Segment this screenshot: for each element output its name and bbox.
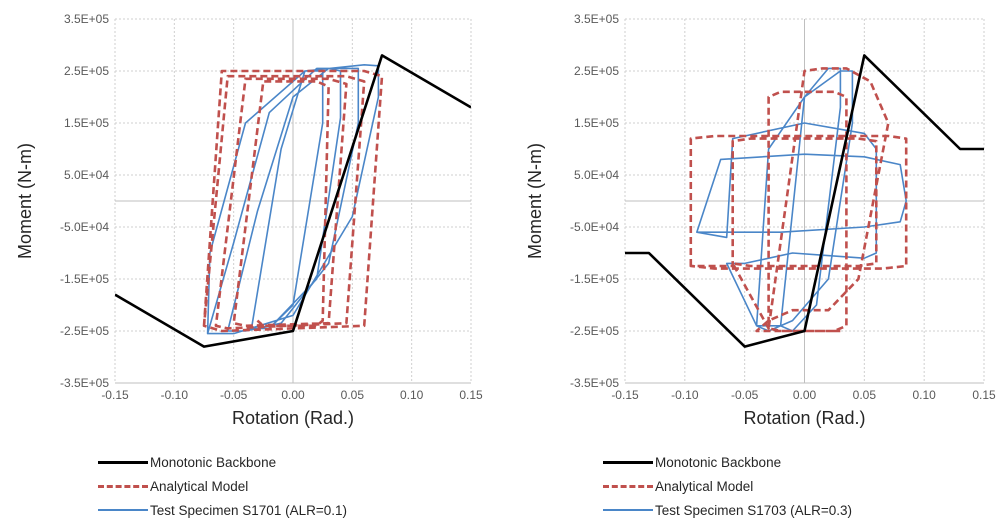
y-tick-label: -5.0E+04 xyxy=(60,220,109,234)
y-tick-label: 3.5E+05 xyxy=(64,12,109,26)
x-axis-title: Rotation (Rad.) xyxy=(743,408,865,428)
legend-swatch-dashed xyxy=(603,484,653,488)
series-monotonic-backbone xyxy=(625,54,984,348)
x-tick-label: -0.05 xyxy=(731,388,759,402)
y-tick-label: 1.5E+05 xyxy=(64,116,109,130)
y-tick-label: 5.0E+04 xyxy=(64,168,109,182)
y-tick-label: 2.5E+05 xyxy=(64,64,109,78)
y-tick-label: 5.0E+04 xyxy=(574,168,619,182)
x-tick-label: 0.05 xyxy=(341,388,365,402)
legend-item-monotonic-backbone: Monotonic Backbone xyxy=(98,450,347,474)
x-tick-label: 0.15 xyxy=(459,388,483,402)
legend-swatch-solid xyxy=(98,460,148,464)
series-monotonic-backbone xyxy=(115,54,471,348)
x-tick-label: 0.10 xyxy=(912,388,936,402)
legend-swatch-solid xyxy=(603,509,653,511)
y-tick-label: -3.5E+05 xyxy=(60,376,109,390)
legend-item-monotonic-backbone: Monotonic Backbone xyxy=(603,450,852,474)
legend-item-analytical-model: Analytical Model xyxy=(603,474,852,498)
x-tick-label: 0.10 xyxy=(400,388,424,402)
legend-item-analytical-model: Analytical Model xyxy=(98,474,347,498)
legend-label: Test Specimen S1703 (ALR=0.3) xyxy=(655,502,852,518)
y-tick-label: -2.5E+05 xyxy=(570,324,619,338)
legend-label: Monotonic Backbone xyxy=(150,454,277,470)
x-axis-title: Rotation (Rad.) xyxy=(232,408,354,428)
legend-swatch-solid xyxy=(98,509,148,511)
legend-label: Test Specimen S1701 (ALR=0.1) xyxy=(150,502,347,518)
legend-label: Monotonic Backbone xyxy=(655,454,782,470)
y-tick-label: -3.5E+05 xyxy=(570,376,619,390)
y-tick-label: -1.5E+05 xyxy=(60,272,109,286)
x-tick-label: -0.10 xyxy=(161,388,189,402)
series-test-specimen xyxy=(695,67,908,332)
x-tick-label: 0.05 xyxy=(853,388,877,402)
y-axis-title: Moment (N-m) xyxy=(15,143,35,259)
legend-left: Monotonic Backbone Analytical Model Test… xyxy=(98,450,347,522)
legend-right: Monotonic Backbone Analytical Model Test… xyxy=(603,450,852,522)
y-axis-title: Moment (N-m) xyxy=(525,143,545,259)
x-tick-label: -0.10 xyxy=(671,388,699,402)
series-analytical-model xyxy=(689,67,908,333)
legend-label: Analytical Model xyxy=(150,478,249,494)
y-tick-label: -1.5E+05 xyxy=(570,272,619,286)
y-tick-label: -2.5E+05 xyxy=(60,324,109,338)
legend-swatch-solid xyxy=(603,460,653,464)
x-tick-label: 0.00 xyxy=(793,388,817,402)
y-tick-label: 2.5E+05 xyxy=(574,64,619,78)
chart-panel-1: -0.15 -0.10 -0.05 0.00 0.05 0.10 0.15 3.5E+05 2.… xyxy=(15,12,483,428)
x-tick-label: -0.05 xyxy=(220,388,248,402)
legend-item-test-specimen: Test Specimen S1703 (ALR=0.3) xyxy=(603,498,852,522)
x-tick-label: -0.15 xyxy=(611,388,639,402)
legend-label: Analytical Model xyxy=(655,478,754,494)
y-tick-label: 3.5E+05 xyxy=(574,12,619,26)
legend-item-test-specimen: Test Specimen S1701 (ALR=0.1) xyxy=(98,498,347,522)
x-tick-label: 0.15 xyxy=(972,388,996,402)
legend-swatch-dashed xyxy=(98,484,148,488)
y-tick-label: 1.5E+05 xyxy=(574,116,619,130)
x-tick-label: 0.00 xyxy=(281,388,305,402)
x-tick-label: -0.15 xyxy=(101,388,129,402)
chart-panel-2: -0.15 -0.10 -0.05 0.00 0.05 0.10 0.15 3.5E+05 2.… xyxy=(525,12,996,428)
y-tick-label: -5.0E+04 xyxy=(570,220,619,234)
